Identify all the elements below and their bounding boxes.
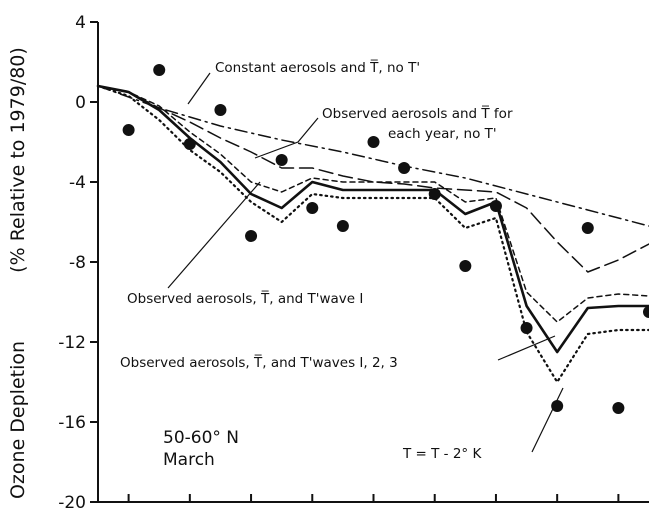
y-ticks: 4 0 -4 -8 -12 -16 -20	[58, 13, 98, 513]
series-line-observed-mean	[97, 85, 649, 273]
observed-point	[643, 306, 649, 318]
y-tick-label: 0	[75, 93, 86, 113]
observed-point	[581, 222, 594, 234]
anno-waves123: Observed aerosols, T̅, and T'waves I, 2,…	[120, 354, 398, 371]
annotation-leaders	[167, 72, 564, 453]
y-tick-label: -8	[69, 253, 86, 273]
observed-point	[214, 104, 227, 116]
y-axis-title-right: (% Relative to 1979/80)	[7, 47, 29, 273]
observed-point	[306, 202, 319, 214]
observed-point	[398, 162, 411, 174]
leader-waves123	[497, 335, 556, 361]
observed-point	[489, 200, 502, 212]
axes: 4 0 -4 -8 -12 -16 -20	[58, 13, 649, 513]
observed-point	[367, 136, 380, 148]
y-tick-label: -4	[69, 173, 86, 193]
anno-wave1: Observed aerosols, T̅, and T'wave I	[127, 290, 363, 307]
series-line-wave1	[97, 85, 649, 323]
y-tick-label: -20	[58, 493, 86, 513]
observed-point	[245, 230, 258, 242]
region-label-latitude: 50-60° N	[163, 428, 239, 448]
observed-point	[612, 402, 625, 414]
leader-observed-mean	[254, 117, 319, 159]
leader-tminus2	[531, 387, 564, 453]
y-tick-label: 4	[75, 13, 86, 33]
x-ticks	[127, 494, 620, 502]
observed-point	[459, 260, 472, 272]
observed-point	[183, 138, 196, 150]
leader-wave1	[167, 181, 261, 289]
anno-observed-mean-2: each year, no T'	[388, 126, 497, 142]
observed-point	[153, 64, 166, 76]
observed-points-layer	[122, 64, 649, 414]
region-label-month: March	[163, 450, 215, 470]
observed-point	[520, 322, 533, 334]
anno-tminus2: T = T - 2° K	[402, 446, 482, 462]
series-line-waves123	[96, 84, 649, 354]
leader-constant	[187, 72, 211, 105]
observed-point	[551, 400, 564, 412]
observed-point	[122, 124, 135, 136]
y-tick-label: -16	[58, 413, 86, 433]
observed-point	[428, 188, 441, 200]
y-tick-label: -12	[58, 333, 86, 353]
series-layer	[96, 84, 649, 384]
observed-point	[275, 154, 288, 166]
annotations: Constant aerosols and T̅, no T' Observed…	[120, 59, 513, 462]
anno-observed-mean-1: Observed aerosols and T̅ for	[322, 105, 513, 122]
observed-point	[336, 220, 349, 232]
series-line-constant	[97, 85, 649, 227]
anno-constant: Constant aerosols and T̅, no T'	[215, 59, 420, 76]
y-axis-title-left: Ozone Depletion	[7, 341, 29, 499]
